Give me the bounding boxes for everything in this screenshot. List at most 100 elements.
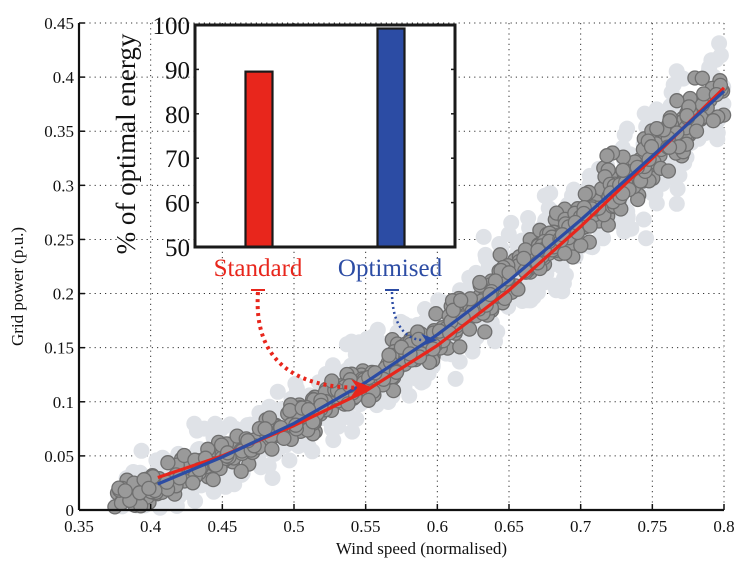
arrowhead-standard <box>351 379 373 397</box>
x-tick-label: 0.45 <box>207 517 237 536</box>
scatter-point <box>475 228 492 245</box>
scatter-point <box>281 452 298 469</box>
x-tick-label: 0.55 <box>351 517 381 536</box>
inset-y-tick-label: 50 <box>165 235 190 262</box>
x-tick-label: 0.65 <box>494 517 524 536</box>
scatter-point <box>264 470 281 486</box>
y-tick-label: 0.15 <box>44 339 74 358</box>
scatter-point <box>369 321 386 338</box>
y-tick-label: 0.35 <box>44 122 74 141</box>
scatter-point <box>453 292 469 309</box>
scatter-point <box>649 120 665 137</box>
scatter-point <box>472 274 488 291</box>
scatter-point <box>577 186 593 202</box>
inset-y-tick-labels: 50 60 70 80 90 100 <box>153 13 455 262</box>
scatter-point <box>503 214 520 231</box>
scatter-point <box>711 35 728 52</box>
scatter-point <box>360 392 377 408</box>
scatter-point <box>205 471 221 488</box>
scatter-point <box>401 387 418 404</box>
scatter-point <box>233 463 249 480</box>
scatter-point <box>324 373 340 389</box>
scatter-point <box>304 443 321 460</box>
y-tick-label: 0.25 <box>44 230 74 249</box>
x-tick-label: 0.35 <box>64 517 94 536</box>
annotation-arrows <box>251 289 438 397</box>
scatter-point <box>428 306 444 322</box>
scatter-point <box>452 339 468 355</box>
scatter-point <box>668 63 685 80</box>
scatter-point <box>648 195 665 212</box>
scatter-point <box>599 148 615 164</box>
y-tick-labels: 0 0.05 0.1 0.15 0.2 0.25 0.3 0.35 0.4 0.45 <box>44 14 74 520</box>
scatter-point <box>148 452 165 469</box>
x-tick-label: 0.75 <box>637 517 667 536</box>
scatter-point <box>616 126 633 143</box>
scatter-point <box>478 250 495 267</box>
x-tick-label: 0.4 <box>140 517 162 536</box>
x-tick-label: 0.6 <box>427 517 448 536</box>
scatter-point <box>662 113 678 129</box>
scatter-point <box>555 270 572 287</box>
inset-bar-chart: 50 60 70 80 90 100 % of optimal energy Standa… <box>111 13 457 282</box>
scatter-point <box>660 163 677 179</box>
scatter-point <box>325 357 341 374</box>
scatter-point <box>226 476 243 493</box>
main-axes <box>77 22 725 512</box>
scatter-point <box>705 113 721 129</box>
scatter-point <box>160 455 176 471</box>
scatter-point <box>703 52 720 69</box>
scatter-point <box>638 230 654 247</box>
scatter-point <box>264 441 280 457</box>
scatter-point <box>643 139 660 155</box>
scatter-point <box>325 432 342 449</box>
scatter-point <box>564 187 580 204</box>
x-tick-labels: 0.35 0.4 0.45 0.5 0.55 0.6 0.65 0.7 0.75 0.8 <box>64 517 735 536</box>
curves-layer <box>157 86 726 486</box>
inset-y-axis-title: % of optimal energy <box>111 33 141 254</box>
scatter-point <box>669 93 685 109</box>
arrowhead-optimised <box>421 333 438 347</box>
annotation-arrow-standard <box>255 291 359 390</box>
scatter-point <box>330 418 347 435</box>
x-axis-title: Wind speed (normalised) <box>336 539 507 558</box>
scatter-point <box>516 250 532 267</box>
y-tick-label: 0.45 <box>44 14 74 33</box>
inset-background <box>195 25 455 247</box>
scatter-point <box>557 245 573 261</box>
scatter-point <box>635 211 652 228</box>
curve-optimised <box>157 90 726 486</box>
y-tick-label: 0.05 <box>44 447 74 466</box>
inset-category-labels: Standard Optimised <box>214 255 443 282</box>
scatter-point <box>185 475 201 491</box>
scatter-point <box>344 423 361 440</box>
scatter-point <box>548 282 565 299</box>
y-axis-title: Grid power (p.u.) <box>8 227 27 346</box>
bar-standard <box>244 70 274 249</box>
scatter-point <box>464 343 481 360</box>
scatter-point <box>573 237 589 254</box>
scatter-point <box>542 185 559 202</box>
y-tick-label: 0.3 <box>53 176 74 195</box>
inset-y-tick-label: 80 <box>165 102 190 129</box>
scatter-point <box>688 123 705 139</box>
scatter-point <box>524 282 541 298</box>
scatter-point <box>343 333 360 350</box>
inset-category-label: Standard <box>214 255 303 282</box>
scatter-point <box>117 483 133 499</box>
inset-y-tick-label: 70 <box>165 146 190 173</box>
scatter-point <box>668 195 685 212</box>
x-tick-label: 0.8 <box>713 517 734 536</box>
scatter-point <box>133 442 150 459</box>
y-tick-label: 0.1 <box>53 393 74 412</box>
scatter-point <box>252 459 269 476</box>
inset-category-label: Optimised <box>338 255 443 282</box>
inset-frame <box>193 23 457 249</box>
inset-y-tick-label: 60 <box>165 191 190 218</box>
scatter-point <box>447 370 464 387</box>
scatter-point <box>261 398 278 415</box>
scatter-point <box>196 420 213 437</box>
scatter-point <box>694 70 710 86</box>
y-tick-label: 0.2 <box>53 285 74 304</box>
